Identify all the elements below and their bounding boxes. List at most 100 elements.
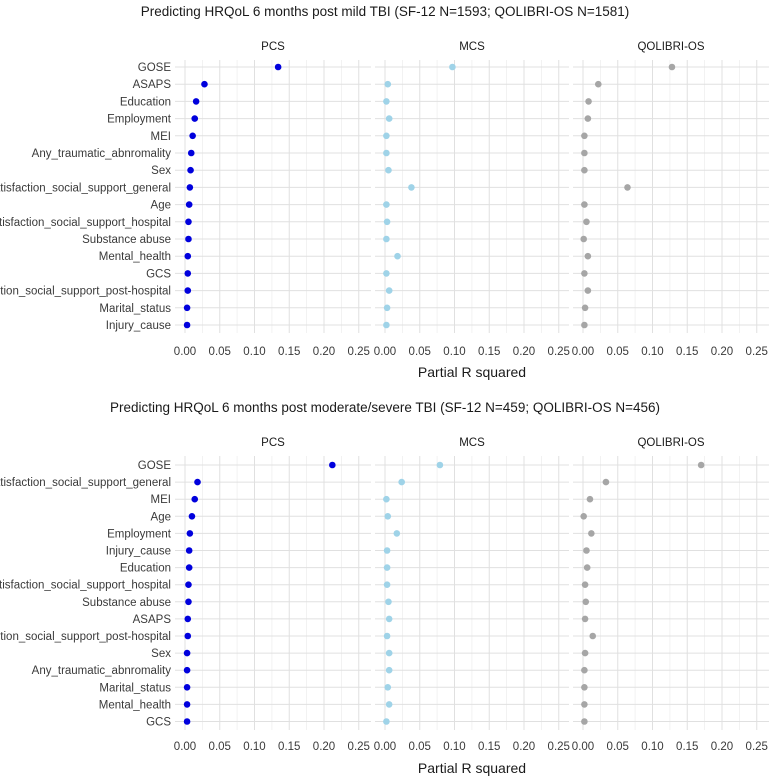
data-point [185, 201, 193, 208]
data-point [584, 115, 592, 122]
data-point [383, 201, 390, 208]
x-tick-label: 0.15 [676, 741, 698, 753]
x-tick-label: 0.10 [243, 346, 265, 358]
x-tick-label: 0.00 [572, 741, 594, 753]
facet-label: PCS [261, 41, 285, 53]
data-point [183, 649, 191, 657]
data-point [383, 547, 391, 554]
y-category-label: Employment [107, 528, 172, 540]
data-point [384, 80, 392, 88]
data-point [580, 235, 587, 243]
data-point [581, 581, 589, 588]
data-point [583, 547, 590, 554]
x-tick-label: 0.25 [548, 741, 570, 753]
x-tick-label: 0.00 [572, 346, 594, 358]
data-point [624, 184, 631, 191]
data-point [383, 270, 390, 277]
data-point [183, 718, 191, 725]
data-point [697, 461, 705, 469]
data-point [383, 495, 390, 503]
y-category-label: Sex [151, 165, 171, 177]
y-category-label: Age [151, 200, 171, 212]
y-category-label: GCS [146, 268, 171, 280]
data-point [385, 598, 392, 606]
data-point [581, 201, 588, 208]
data-point [188, 513, 196, 520]
x-tick-label: 0.10 [443, 346, 465, 358]
data-point [183, 684, 191, 691]
data-point [398, 478, 405, 486]
data-point [185, 547, 193, 554]
data-point [383, 132, 390, 140]
x-tick-label: 0.05 [607, 346, 629, 358]
data-point [581, 149, 588, 157]
y-category-label: Marital_status [99, 682, 171, 694]
x-tick-label: 0.20 [513, 346, 535, 358]
facet-label: MCS [459, 437, 485, 449]
x-tick-label: 0.10 [641, 346, 663, 358]
facet-label: MCS [459, 41, 485, 53]
data-point [385, 287, 393, 294]
facet-panel-pcs: PCS 0.00 0.05 0.10 0.15 0.20 0.25 [174, 41, 371, 358]
data-point [186, 184, 194, 191]
y-category-label: Employment [107, 114, 172, 126]
data-point [191, 495, 199, 503]
data-point [449, 63, 456, 71]
data-point [581, 615, 589, 623]
data-point [582, 598, 590, 606]
y-category-label: Satisfaction_social_support_post-hospita… [0, 286, 171, 298]
x-tick-label: 0.15 [478, 741, 500, 753]
data-point [184, 632, 192, 640]
data-point [383, 581, 391, 588]
data-point [586, 495, 594, 503]
data-point [408, 184, 415, 191]
chart-title: Predicting HRQoL 6 months post moderate/… [110, 400, 660, 415]
x-tick-label: 0.05 [607, 741, 629, 753]
facet-label: QOLIBRI-OS [637, 437, 704, 449]
y-category-label: Satisfaction_social_support_post-hospita… [0, 631, 171, 643]
data-point [602, 478, 610, 486]
y-category-label: Mental_health [99, 251, 171, 263]
data-point [436, 461, 444, 469]
x-tick-label: 0.25 [348, 741, 370, 753]
data-point [580, 513, 587, 520]
x-tick-label: 0.20 [711, 741, 733, 753]
y-category-label: Education [120, 563, 171, 575]
facet-panel-mcs: MCS 0.00 0.05 0.10 0.15 0.20 0.25 [374, 437, 570, 753]
x-tick-label: 0.10 [443, 741, 465, 753]
facet-panel-pcs: PCS 0.00 0.05 0.10 0.15 0.20 0.25 [174, 437, 371, 753]
data-point [581, 321, 588, 329]
y-category-label: Satisfaction_social_support_general [0, 182, 171, 194]
x-tick-label: 0.25 [746, 346, 768, 358]
chart-2: Predicting HRQoL 6 months post moderate/… [0, 400, 769, 776]
data-point [383, 304, 391, 312]
facet-panel-qolibri-os: QOLIBRI-OS 0.00 0.05 0.10 0.15 0.20 0.25 [572, 41, 769, 358]
data-point [274, 63, 282, 71]
y-category-label: Substance abuse [82, 234, 171, 246]
y-category-label: GOSE [138, 460, 172, 472]
data-point [194, 478, 201, 486]
data-point [183, 321, 191, 329]
y-category-label: MEI [151, 131, 171, 143]
data-point [581, 649, 589, 657]
data-point [583, 564, 591, 571]
data-point [383, 218, 391, 226]
data-point [185, 564, 193, 571]
data-point [184, 615, 192, 623]
y-category-label: Injury_cause [106, 546, 171, 558]
data-point [393, 530, 401, 537]
y-category-label: ASAPS [133, 614, 172, 626]
data-point [187, 166, 194, 174]
y-category-label: MEI [151, 494, 171, 506]
data-point [384, 513, 392, 520]
data-point [581, 684, 588, 691]
chart-title: Predicting HRQoL 6 months post mild TBI … [141, 4, 629, 19]
y-category-label: Any_traumatic_abnromality [32, 148, 172, 160]
data-point [584, 252, 592, 260]
data-point [189, 132, 196, 140]
facet-label: QOLIBRI-OS [637, 41, 704, 53]
data-point [184, 287, 192, 294]
data-point [183, 666, 191, 674]
